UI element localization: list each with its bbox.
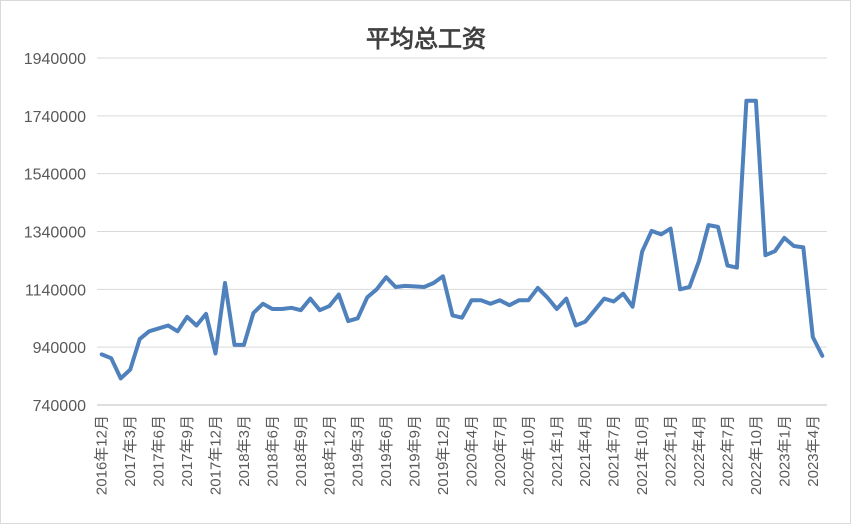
- x-tick-label: 2018年6月: [264, 415, 281, 487]
- x-tick-label: 2020年4月: [463, 415, 480, 487]
- x-tick-label: 2017年9月: [179, 415, 196, 487]
- x-tick-label: 2017年12月: [208, 415, 225, 495]
- x-tick-label: 2022年1月: [663, 415, 680, 487]
- x-tick-label: 2023年4月: [805, 415, 822, 487]
- y-tick-label: 740000: [33, 398, 86, 415]
- x-tick-label: 2018年3月: [236, 415, 253, 487]
- x-tick-label: 2021年7月: [606, 415, 623, 487]
- x-tick-label: 2019年12月: [435, 415, 452, 495]
- x-tick-label: 2016年12月: [94, 415, 111, 495]
- x-tick-label: 2021年1月: [549, 415, 566, 487]
- x-tick-label: 2020年10月: [520, 415, 537, 495]
- x-tick-label: 2019年9月: [407, 415, 424, 487]
- x-tick-label: 2019年3月: [350, 415, 367, 487]
- y-tick-label: 940000: [33, 340, 86, 357]
- y-tick-label: 1140000: [25, 282, 86, 299]
- x-tick-label: 2017年3月: [122, 415, 139, 487]
- x-tick-label: 2022年4月: [691, 415, 708, 487]
- y-axis: 740000 940000 1140000 1340000 1540000 1740000…: [24, 51, 86, 415]
- x-tick-label: 2018年9月: [293, 415, 310, 487]
- series-line: [102, 101, 823, 379]
- y-tick-label: 1740000: [24, 109, 86, 126]
- y-tick-label: 1540000: [24, 167, 86, 184]
- y-tick-label: 1340000: [24, 225, 86, 242]
- x-axis: 2016年12月 2017年3月 2017年6月 2017年9月 2017年12月 201…: [94, 405, 827, 495]
- x-tick-label: 2020年7月: [492, 415, 509, 487]
- y-tick-label: 1940000: [24, 51, 86, 68]
- x-tick-label: 2019年6月: [378, 415, 395, 487]
- chart-title: 平均总工资: [366, 25, 486, 53]
- x-tick-label: 2021年4月: [577, 415, 594, 487]
- x-tick-label: 2021年10月: [634, 415, 651, 495]
- x-tick-label: 2023年1月: [776, 415, 793, 487]
- series-layer: [102, 101, 823, 379]
- x-tick-label: 2018年12月: [321, 415, 338, 495]
- x-tick-label: 2022年10月: [748, 415, 765, 495]
- x-tick-label: 2022年7月: [719, 415, 736, 487]
- gridlines: [97, 58, 827, 347]
- x-tick-label: 2017年6月: [151, 415, 168, 487]
